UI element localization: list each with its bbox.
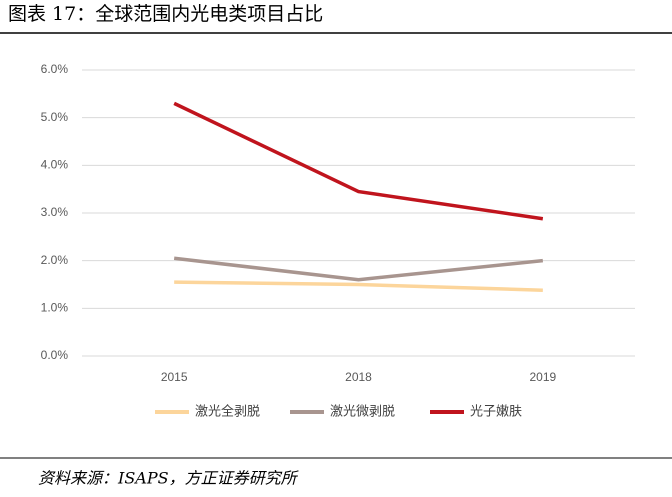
y-tick-label: 1.0% [41, 301, 69, 315]
legend-label: 激光全剥脱 [195, 404, 260, 420]
legend-label: 激光微剥脱 [330, 405, 395, 420]
x-tick-label: 2018 [345, 370, 372, 384]
y-tick-label: 0.0% [41, 348, 69, 362]
y-tick-label: 2.0% [41, 253, 69, 267]
chart-title: 图表 17：全球范围内光电类项目占比 [8, 3, 323, 25]
series-line [173, 101, 544, 221]
x-tick-label: 2015 [161, 370, 188, 384]
legend-label: 光子嫩肤 [470, 405, 522, 420]
y-tick-label: 3.0% [41, 205, 69, 219]
series-line [173, 256, 544, 282]
x-tick-label: 2019 [529, 370, 556, 384]
y-tick-label: 5.0% [41, 110, 69, 124]
y-tick-label: 6.0% [41, 62, 69, 76]
y-tick-label: 4.0% [41, 158, 69, 172]
series-line [174, 280, 543, 292]
source: 资料来源：ISAPS，方正证券研究所 [38, 469, 300, 488]
